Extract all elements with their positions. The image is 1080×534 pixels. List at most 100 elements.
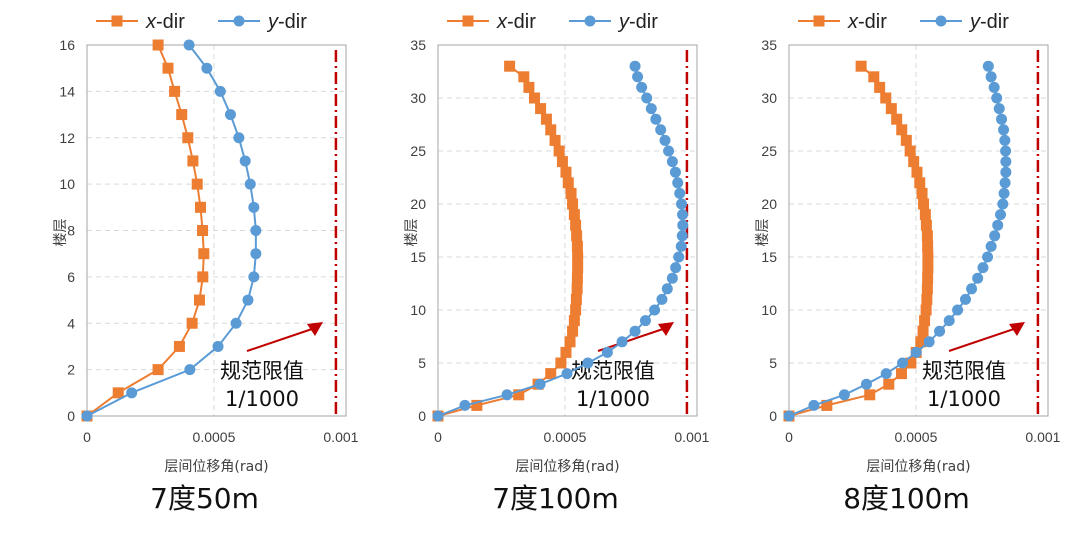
y-tick-label: 8 xyxy=(67,223,75,239)
data-point-y-dir xyxy=(233,132,245,144)
data-point-y-dir xyxy=(601,346,613,358)
data-point-y-dir xyxy=(1000,145,1012,157)
data-point-x-dir xyxy=(152,364,164,376)
legend-axis-letter: x xyxy=(145,11,157,33)
data-point-x-dir xyxy=(195,201,207,213)
data-point-y-dir xyxy=(675,240,687,252)
data-point-x-dir xyxy=(182,132,194,144)
legend: x-dir y-dir xyxy=(798,11,1009,33)
data-point-y-dir xyxy=(672,177,684,189)
data-point-x-dir xyxy=(471,399,483,411)
data-point-y-dir xyxy=(982,251,994,263)
data-point-x-dir xyxy=(922,240,934,252)
data-point-y-dir xyxy=(666,272,678,284)
y-tick-label: 0 xyxy=(67,408,75,424)
data-point-y-dir xyxy=(838,389,850,401)
data-point-y-dir xyxy=(214,85,226,97)
data-point-y-dir xyxy=(650,113,662,125)
legend-label-x-dir: x-dir xyxy=(496,11,536,33)
data-point-y-dir xyxy=(995,209,1007,221)
data-point-x-dir xyxy=(920,219,932,231)
data-point-y-dir xyxy=(632,71,644,83)
data-point-y-dir xyxy=(982,60,994,72)
data-point-y-dir xyxy=(645,103,657,115)
data-point-y-dir xyxy=(248,271,260,283)
data-point-y-dir xyxy=(985,240,997,252)
y-axis-label: 楼层 xyxy=(404,219,420,247)
data-point-y-dir xyxy=(636,81,648,93)
data-point-y-dir xyxy=(952,304,964,316)
data-point-y-dir xyxy=(663,145,675,157)
x-tick-label: 0.0005 xyxy=(193,429,236,445)
data-point-y-dir xyxy=(242,294,254,306)
data-point-y-dir xyxy=(250,225,262,236)
data-point-y-dir xyxy=(880,368,892,380)
data-point-x-dir xyxy=(868,71,880,83)
y-tick-label: 30 xyxy=(410,90,426,106)
data-point-x-dir xyxy=(900,134,912,146)
data-point-y-dir xyxy=(212,340,224,352)
data-point-y-dir xyxy=(998,124,1010,136)
data-point-y-dir xyxy=(991,92,1003,104)
arrow-head-icon xyxy=(658,322,674,336)
data-point-x-dir xyxy=(883,378,895,390)
data-point-y-dir xyxy=(674,187,686,199)
data-point-x-dir xyxy=(919,315,931,327)
data-point-x-dir xyxy=(915,336,927,348)
y-tick-label: 5 xyxy=(418,355,426,371)
data-point-y-dir xyxy=(655,124,667,136)
data-point-x-dir xyxy=(562,177,574,189)
data-point-y-dir xyxy=(989,230,1001,242)
data-point-x-dir xyxy=(560,346,572,358)
data-point-y-dir xyxy=(659,134,671,146)
y-tick-label: 15 xyxy=(761,249,777,265)
data-point-y-dir xyxy=(126,387,138,399)
data-point-y-dir xyxy=(860,378,872,390)
data-point-y-dir xyxy=(250,248,262,260)
data-point-y-dir xyxy=(501,389,513,401)
data-point-y-dir xyxy=(673,251,685,263)
data-point-y-dir xyxy=(224,109,236,121)
data-point-y-dir xyxy=(999,177,1011,189)
data-point-x-dir xyxy=(523,81,535,93)
legend-label-x-dir: x-dir xyxy=(847,11,887,33)
data-point-y-dir xyxy=(534,378,546,390)
annotation-value: 1/1000 xyxy=(927,387,1001,411)
arrow-head-icon xyxy=(307,322,323,336)
data-point-x-dir xyxy=(921,230,933,242)
data-point-x-dir xyxy=(162,62,174,74)
data-point-x-dir xyxy=(535,103,547,115)
data-point-x-dir xyxy=(173,340,185,352)
data-point-x-dir xyxy=(896,124,908,136)
annotation-value: 1/1000 xyxy=(225,387,299,411)
data-point-x-dir xyxy=(197,225,209,236)
legend-label-y-dir: y-dir xyxy=(968,11,1009,33)
data-point-x-dir xyxy=(568,315,580,327)
data-point-y-dir xyxy=(1000,156,1012,168)
data-point-y-dir xyxy=(661,283,673,295)
y-tick-label: 5 xyxy=(769,355,777,371)
data-point-x-dir xyxy=(571,240,583,252)
legend-suffix: -dir xyxy=(980,11,1009,33)
legend-marker-y-dir xyxy=(935,15,947,27)
data-point-y-dir xyxy=(959,293,971,305)
y-tick-label: 6 xyxy=(67,269,75,285)
data-point-x-dir xyxy=(570,293,582,305)
legend-label-y-dir: y-dir xyxy=(617,11,658,33)
legend-suffix: -dir xyxy=(629,11,658,33)
data-point-y-dir xyxy=(561,368,573,380)
legend-axis-letter: x xyxy=(847,11,859,33)
data-point-x-dir xyxy=(570,219,582,231)
x-tick-label: 0 xyxy=(434,429,442,445)
data-point-x-dir xyxy=(186,317,198,329)
data-point-x-dir xyxy=(540,113,552,125)
data-point-x-dir xyxy=(911,166,923,178)
data-point-x-dir xyxy=(504,60,516,72)
chart-3: 0 5 10 15 20 25 30 35 0 0.0005 0.001 层间位移角(rad) 楼层 8度… xyxy=(755,11,1061,515)
data-point-x-dir xyxy=(570,304,582,316)
data-point-y-dir xyxy=(943,315,955,327)
data-point-y-dir xyxy=(244,178,256,190)
data-point-y-dir xyxy=(230,317,242,329)
chart-title: 7度50m xyxy=(150,482,259,515)
arrow-line xyxy=(948,327,1018,352)
